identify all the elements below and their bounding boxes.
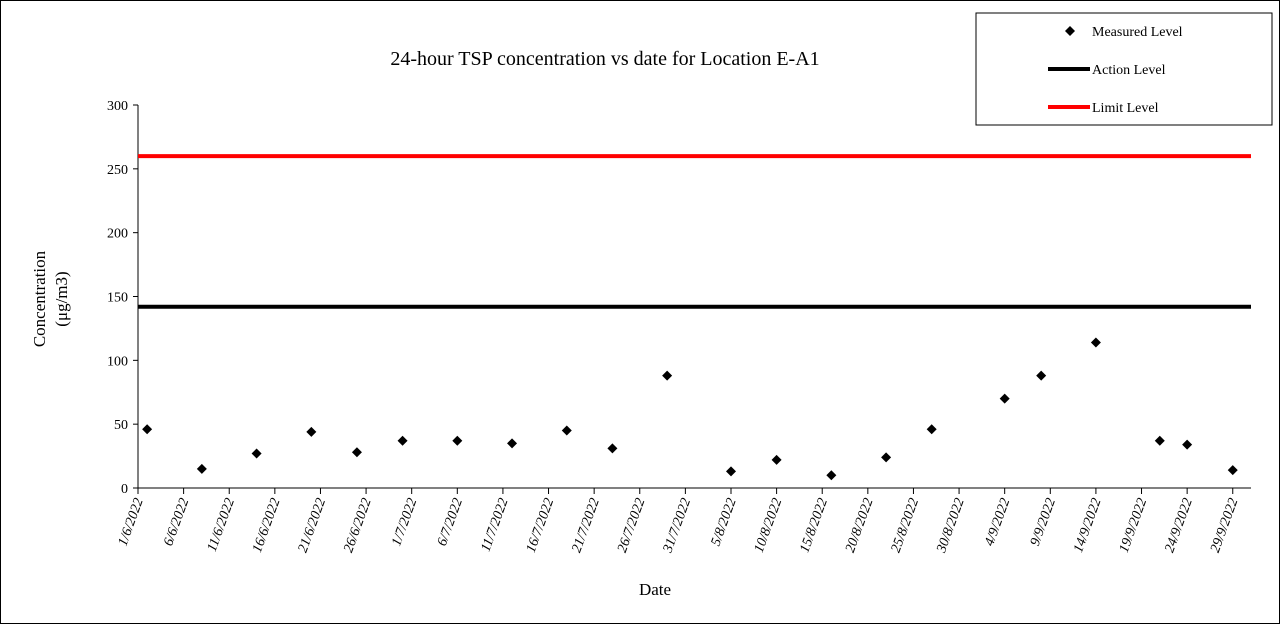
x-tick-label: 25/8/2022 (889, 496, 923, 554)
measured-point (1182, 439, 1193, 450)
x-tick-label: 5/8/2022 (709, 496, 740, 548)
x-tick-label: 16/6/2022 (250, 496, 284, 554)
x-tick-label: 16/7/2022 (524, 496, 558, 554)
measured-point (926, 424, 937, 435)
legend-label-limit: Limit Level (1092, 101, 1159, 116)
y-tick-label: 200 (107, 227, 128, 242)
legend-diamond-marker (1065, 26, 1075, 36)
legend-label-action: Action Level (1092, 63, 1166, 78)
measured-point (507, 438, 518, 449)
x-tick-label: 26/6/2022 (341, 496, 375, 554)
measured-point (771, 454, 782, 465)
x-tick-label: 4/9/2022 (982, 496, 1013, 548)
y-tick-label: 150 (107, 291, 128, 306)
x-tick-label: 1/7/2022 (389, 496, 420, 548)
measured-point (142, 424, 153, 435)
legend-box (975, 12, 1273, 126)
measured-point (1036, 370, 1047, 381)
x-tick-label: 19/9/2022 (1117, 496, 1151, 554)
x-tick-label: 11/7/2022 (479, 496, 512, 554)
x-tick-label: 6/7/2022 (435, 496, 466, 548)
x-tick-label: 1/6/2022 (116, 496, 147, 548)
y-tick-label: 300 (107, 99, 128, 114)
x-axis: 1/6/2022 6/6/2022 11/6/2022 16/6/2022 21/6/2… (116, 487, 1251, 556)
y-axis-title-line2: (μg/m3) (52, 271, 71, 326)
x-tick-label: 10/8/2022 (752, 496, 786, 554)
measured-point (725, 466, 736, 477)
measured-point (881, 452, 892, 463)
x-tick-label: 21/7/2022 (569, 496, 603, 554)
x-tick-label: 21/6/2022 (296, 496, 330, 554)
x-tick-label: 26/7/2022 (615, 496, 649, 554)
measured-point (306, 426, 317, 437)
reference-lines (138, 154, 1251, 309)
measured-point (251, 448, 262, 459)
y-tick-label: 50 (114, 418, 128, 433)
measured-point (196, 463, 207, 474)
measured-point (1090, 337, 1101, 348)
x-tick-label: 31/7/2022 (660, 496, 694, 555)
y-axis: 0 50 100 150 200 250 300 (107, 99, 139, 497)
measured-point (397, 435, 408, 446)
measured-point (1154, 435, 1165, 446)
measured-point (452, 435, 463, 446)
x-tick-label: 24/9/2022 (1162, 496, 1196, 554)
x-tick-label: 6/6/2022 (161, 496, 192, 548)
x-tick-label: 14/9/2022 (1071, 496, 1105, 554)
chart-title: 24-hour TSP concentration vs date for Lo… (390, 48, 819, 70)
x-tick-label: 30/8/2022 (934, 496, 968, 555)
legend: Measured Level Action Level Limit Level (975, 12, 1273, 126)
measured-point (561, 425, 572, 436)
y-axis-title: Concentration (μg/m3) (30, 250, 71, 347)
y-tick-label: 0 (121, 482, 128, 497)
measured-point (1227, 465, 1238, 476)
legend-label-measured: Measured Level (1092, 25, 1183, 40)
measured-point (999, 393, 1010, 404)
x-tick-label: 29/9/2022 (1208, 496, 1242, 554)
y-axis-title-line1: Concentration (30, 250, 49, 347)
x-axis-title: Date (639, 580, 671, 599)
x-tick-label: 15/8/2022 (797, 496, 831, 554)
y-tick-label: 100 (107, 354, 128, 369)
x-tick-label: 11/6/2022 (205, 496, 238, 554)
x-tick-label: 20/8/2022 (843, 496, 877, 554)
x-tick-label: 9/9/2022 (1028, 496, 1059, 548)
measured-point (351, 447, 362, 458)
measured-point (826, 470, 837, 481)
measured-point (662, 370, 673, 381)
y-tick-label: 250 (107, 163, 128, 178)
measured-point (607, 443, 618, 454)
measured-points (142, 337, 1238, 481)
